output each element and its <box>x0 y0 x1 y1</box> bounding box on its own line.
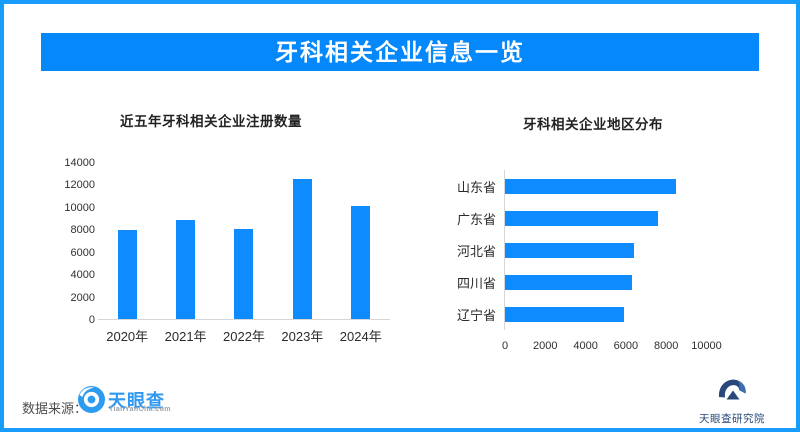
region-chart-plot <box>504 170 720 330</box>
province-label: 辽宁省 <box>456 307 496 323</box>
region-bar-row <box>505 202 720 234</box>
registration-chart-title: 近五年牙科相关企业注册数量 <box>120 114 302 129</box>
x-tick-label: 4000 <box>573 340 598 352</box>
province-label: 广东省 <box>456 211 496 227</box>
region-bar <box>505 242 634 258</box>
y-tick-label: 10000 <box>64 201 95 214</box>
region-bar <box>505 210 659 226</box>
y-tick-label: 12000 <box>64 179 95 192</box>
tianyancha-logo-text: 天眼查 <box>108 391 165 411</box>
registration-bar <box>351 206 371 319</box>
x-tick-label: 6000 <box>613 340 639 352</box>
data-source-label: 数据来源： <box>22 401 88 416</box>
y-tick-label: 4000 <box>70 269 95 282</box>
y-tick-label: 14000 <box>64 157 95 169</box>
registration-chart-x-labels: 2020年 2021年 2022年 2023年 2024年 <box>98 326 390 345</box>
research-institute-logo: 天眼查研究院 <box>690 376 774 426</box>
y-tick-label: 0 <box>88 314 95 326</box>
year-label: 2021年 <box>164 329 207 344</box>
y-tick-label: 6000 <box>70 246 95 259</box>
region-chart-x-axis: 0 2000 4000 6000 8000 10000 <box>501 340 722 354</box>
y-tick-label: 2000 <box>70 291 95 304</box>
y-tick-label: 8000 <box>70 224 95 237</box>
registration-bar <box>292 179 312 319</box>
x-tick-label: 2000 <box>533 340 558 352</box>
region-bar-row <box>505 234 720 266</box>
region-bar <box>505 274 632 290</box>
page-title: 牙科相关企业信息一览 <box>41 33 759 71</box>
region-chart-title: 牙科相关企业地区分布 <box>523 117 663 132</box>
registration-chart-y-axis: 0 2000 4000 6000 8000 10000 12000 14000 <box>34 157 95 326</box>
year-label: 2022年 <box>223 329 265 344</box>
region-bar-row <box>505 266 720 298</box>
x-tick-label: 8000 <box>653 340 679 352</box>
registration-bar <box>176 219 196 319</box>
province-label: 河北省 <box>456 243 496 259</box>
region-bar <box>505 306 624 322</box>
year-label: 2020年 <box>106 329 149 344</box>
registration-bar <box>234 228 254 319</box>
year-label: 2024年 <box>339 329 382 344</box>
region-bar-row <box>505 170 720 202</box>
region-bar-row <box>505 298 720 330</box>
year-label: 2023年 <box>281 329 324 344</box>
region-chart-category-labels: 山东省广东省河北省四川省辽宁省 <box>416 170 504 330</box>
registration-bar <box>117 230 137 319</box>
tianyancha-logo-subtext: TianYanCha.com <box>109 406 171 413</box>
tianyancha-eye-icon <box>78 386 105 413</box>
institute-eye-icon <box>718 379 746 400</box>
x-tick-label: 10000 <box>691 340 722 352</box>
institute-logo-text: 天眼查研究院 <box>699 413 765 425</box>
region-bar <box>505 178 677 194</box>
province-label: 山东省 <box>456 179 496 195</box>
region-chart: 山东省广东省河北省四川省辽宁省 <box>416 170 720 330</box>
province-label: 四川省 <box>456 275 496 291</box>
x-tick-label: 0 <box>501 340 509 352</box>
registration-chart-plot <box>98 162 390 320</box>
